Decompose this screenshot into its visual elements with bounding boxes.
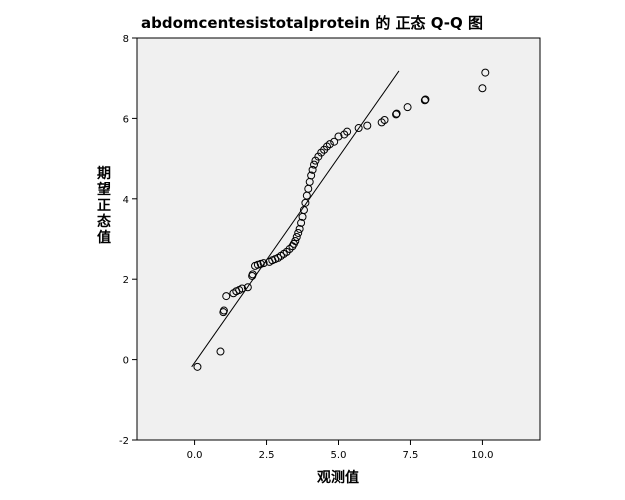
data-point [314, 152, 323, 161]
data-point [216, 347, 225, 356]
data-point [420, 96, 429, 105]
data-point [299, 206, 308, 215]
chart-title: abdomcentesistotalprotein 的 正态 Q-Q 图 [141, 14, 483, 32]
y-tick-label: -2 [119, 436, 129, 447]
data-point [248, 270, 257, 279]
y-axis-label-char: 望 [97, 181, 111, 198]
data-point [363, 121, 372, 130]
data-point [291, 237, 300, 246]
data-point [310, 160, 319, 169]
y-tick-label: 4 [123, 195, 129, 206]
data-point [392, 109, 401, 118]
data-point [481, 68, 490, 77]
data-point [294, 228, 303, 237]
data-point [403, 103, 412, 112]
x-tick-label: 5.0 [331, 450, 347, 461]
data-point [295, 224, 304, 233]
y-tick-label: 8 [123, 34, 129, 45]
data-point [330, 137, 339, 146]
data-point [380, 116, 389, 125]
y-tick-label: 6 [123, 114, 129, 125]
x-axis-label: 观测值 [317, 469, 359, 486]
x-tick-label: 2.5 [259, 450, 275, 461]
data-point [292, 232, 301, 241]
data-point [285, 245, 294, 254]
data-point [478, 84, 487, 93]
data-point [354, 124, 363, 133]
data-point [311, 156, 320, 165]
data-point [282, 247, 291, 256]
y-tick-label: 2 [123, 275, 129, 286]
data-point [325, 140, 334, 149]
x-tick-label: 0.0 [187, 450, 203, 461]
data-point [340, 130, 349, 139]
data-point [308, 165, 317, 174]
data-point [343, 127, 352, 136]
x-tick-label: 10.0 [471, 450, 493, 461]
reference-line [191, 70, 400, 368]
data-point [334, 132, 343, 141]
x-axis: 0.0 2.5 5.0 7.5 10.0 [187, 440, 494, 461]
data-point [222, 292, 231, 301]
data-point [421, 95, 430, 104]
data-point [301, 198, 310, 207]
data-points [191, 68, 490, 371]
data-point [238, 284, 247, 293]
y-axis-label-char: 值 [97, 229, 111, 246]
y-axis-label-char: 期 [97, 166, 111, 182]
y-tick-label: 0 [123, 356, 129, 367]
data-point [193, 362, 202, 371]
data-point [307, 171, 316, 180]
plot-area [136, 37, 541, 441]
data-point [243, 283, 252, 292]
y-axis: -2 0 2 4 6 8 [119, 34, 137, 447]
x-tick-label: 7.5 [403, 450, 419, 461]
data-point [219, 306, 228, 315]
data-point [392, 110, 401, 119]
y-axis-label-char: 态 [97, 213, 111, 230]
y-axis-label-char: 正 [97, 198, 111, 214]
data-point [259, 259, 268, 268]
data-point [317, 148, 326, 157]
data-point [297, 218, 306, 227]
